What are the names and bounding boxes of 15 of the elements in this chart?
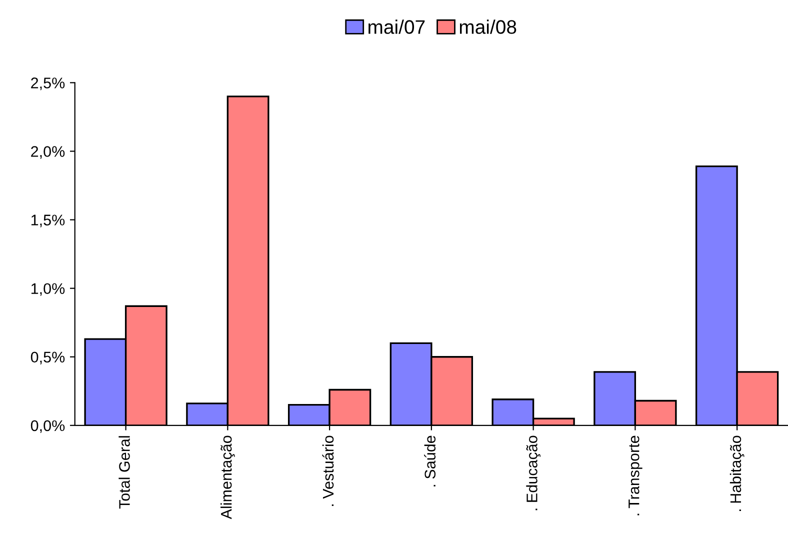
legend-label: mai/08 [460, 20, 516, 34]
x-tick-label: Total Geral [118, 436, 130, 509]
x-tick-label: . Educação [526, 436, 540, 510]
x-tick-label: . Transporte [628, 436, 642, 516]
x-tick-label: . Saúde [424, 436, 436, 486]
y-tick-label: 0,5% [30, 352, 65, 364]
x-tick-label: Alimentação [220, 436, 235, 520]
y-tick-label: 1,0% [31, 283, 65, 296]
x-tick-label: . Vestuário [322, 436, 334, 506]
y-tick-label: 0,0% [30, 420, 65, 433]
y-tick-label: 2,0% [31, 146, 65, 159]
y-tick-label: 2,5% [31, 78, 65, 90]
y-tick-label: 1,5% [31, 214, 65, 228]
x-tick-label: . Habitação [730, 436, 744, 512]
legend-label: mai/07 [368, 20, 425, 34]
